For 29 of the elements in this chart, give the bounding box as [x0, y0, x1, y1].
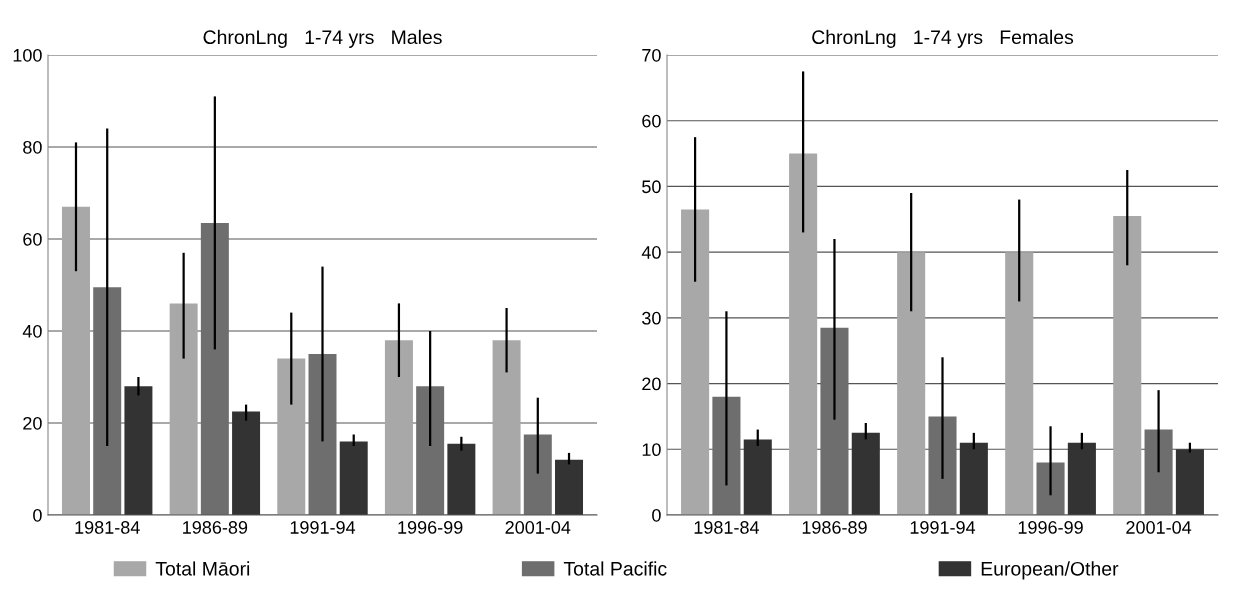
y-tick-label: 30: [642, 311, 661, 325]
y-tick-label: 70: [642, 48, 661, 62]
x-tick-label: 1991-94: [290, 521, 356, 534]
x-tick-label: 1996-99: [1018, 521, 1083, 534]
y-tick-label: 40: [22, 324, 42, 338]
x-tick-label: 2001-04: [1126, 521, 1192, 534]
legend-label: Total Māori: [155, 561, 250, 576]
y-tick-label: 50: [642, 180, 661, 194]
x-tick-label: 1996-99: [398, 521, 463, 534]
x-tick-label: 1981-84: [694, 521, 760, 534]
y-tick-label: 60: [642, 114, 661, 128]
y-tick-label: 60: [23, 232, 42, 246]
y-tick-label: 0: [652, 508, 661, 522]
y-tick-label: 10: [642, 443, 661, 457]
legend-label: European/Other: [981, 561, 1119, 580]
x-tick-label: 2001-04: [505, 521, 571, 534]
y-tick-label: 80: [23, 140, 42, 154]
y-tick-label: 100: [13, 48, 42, 62]
y-tick-label: 20: [23, 416, 42, 430]
y-tick-label: 40: [641, 246, 661, 259]
chart-title: ChronLng 1-74 yrs Females: [812, 29, 1074, 48]
y-tick-label: 20: [642, 377, 661, 391]
x-tick-label: 1991-94: [910, 521, 976, 534]
x-tick-label: 1981-84: [75, 521, 140, 534]
chart-title: ChronLng 1-74 yrs Males: [203, 29, 442, 48]
legend-label: Total Pacific: [563, 561, 667, 576]
x-tick-label: 1986-89: [802, 521, 867, 534]
y-tick-label: 0: [33, 508, 42, 522]
x-tick-label: 1986-89: [183, 521, 248, 534]
